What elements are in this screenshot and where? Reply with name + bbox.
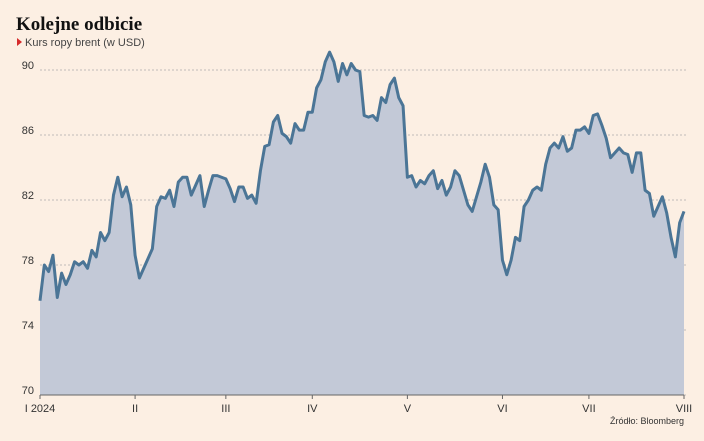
x-tick-label: V — [404, 403, 412, 415]
y-tick-label: 82 — [22, 190, 34, 202]
y-tick-label: 74 — [22, 320, 34, 332]
x-tick-label: VIII — [676, 403, 693, 415]
chart-title: Kolejne odbicie — [16, 14, 142, 35]
y-tick-label: 70 — [22, 385, 34, 397]
y-tick-label: 78 — [22, 255, 34, 267]
x-tick-label: III — [221, 403, 230, 415]
x-tick-label: VII — [582, 403, 595, 415]
y-tick-label: 86 — [22, 125, 34, 137]
line — [38, 50, 686, 301]
x-tick-label: IV — [307, 403, 318, 415]
x-tick-label: VI — [497, 403, 507, 415]
source: Źródło: Bloomberg — [610, 416, 684, 426]
legend-marker — [17, 38, 22, 46]
area — [40, 52, 684, 395]
y-tick-label: 90 — [22, 60, 34, 72]
x-tick-label: II — [132, 403, 138, 415]
x-tick-label: I 2024 — [25, 403, 56, 415]
chart-subtitle: Kurs ropy brent (w USD) — [25, 37, 145, 49]
